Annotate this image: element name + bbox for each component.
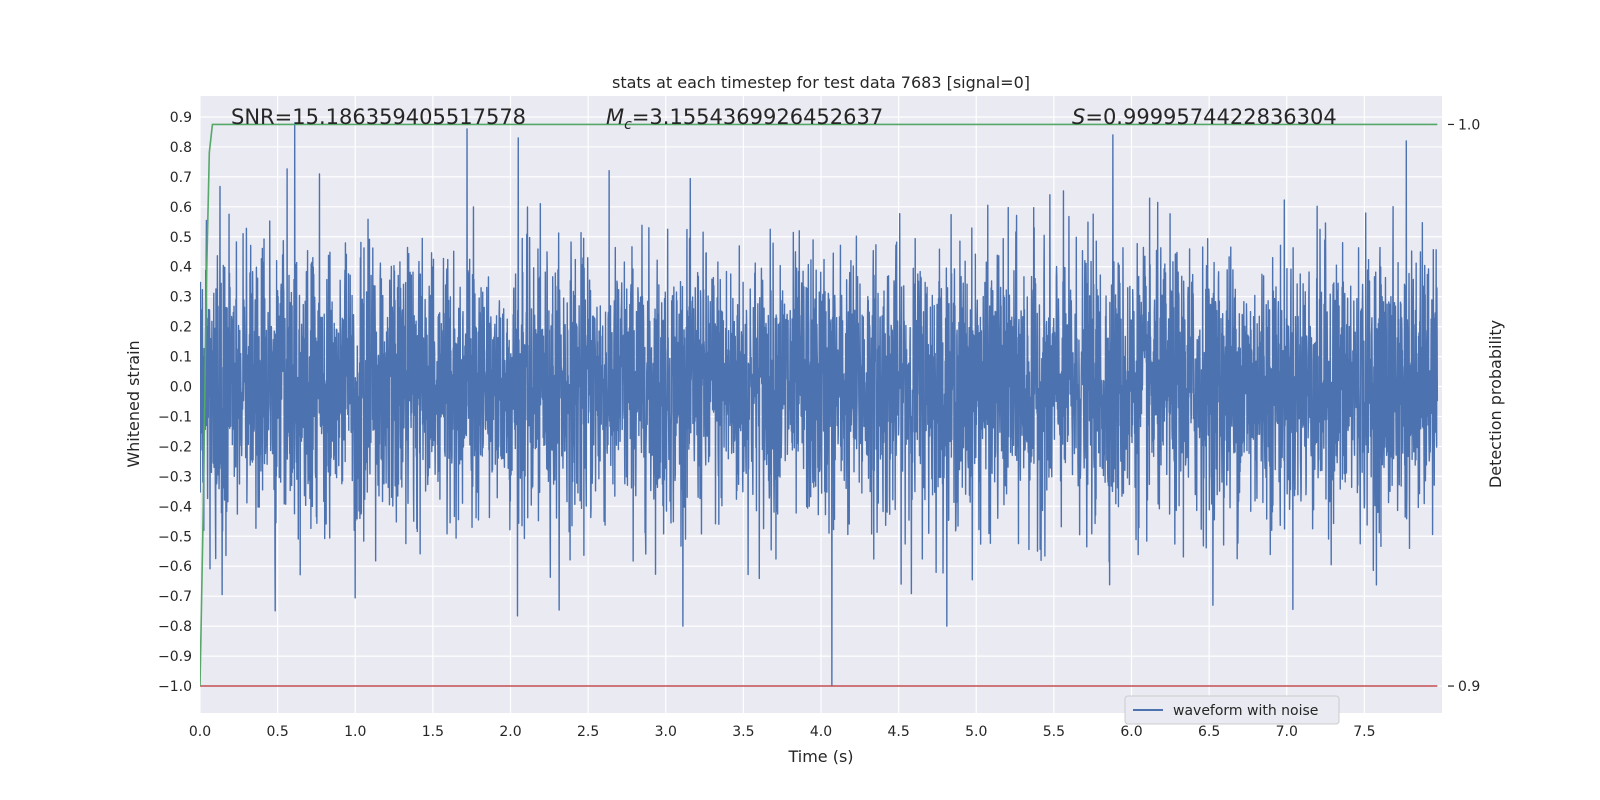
y-tick-label: −0.7 — [158, 589, 192, 605]
x-tick-label: 6.5 — [1198, 724, 1220, 740]
y-axis-label: Whitened strain — [124, 340, 143, 467]
s-value: =0.9999574422836304 — [1085, 105, 1336, 129]
y-tick-label: 0.9 — [170, 110, 192, 126]
y-tick-label: 0.2 — [170, 320, 192, 336]
x-tick-label: 4.0 — [810, 724, 832, 740]
x-tick-label: 0.5 — [266, 724, 288, 740]
x-tick-label: 4.5 — [887, 724, 909, 740]
y-tick-label: 0.8 — [170, 140, 192, 156]
y-tick-label: −0.8 — [158, 619, 192, 635]
right-axis-ticks: 1.0 0.9 — [1448, 117, 1480, 695]
y-tick-label: 0.5 — [170, 230, 192, 246]
x-tick-label: 2.5 — [577, 724, 599, 740]
y-axis-ticks: 0.9 0.8 0.7 0.6 0.5 0.4 0.3 0.2 0.1 0.0 −0.1 −0.2 −0… — [158, 110, 192, 695]
chirp-mass-symbol: M — [606, 105, 624, 129]
x-tick-label: 5.5 — [1043, 724, 1065, 740]
y-tick-label: −0.2 — [158, 439, 192, 455]
x-tick-label: 7.0 — [1276, 724, 1298, 740]
chart-title: stats at each timestep for test data 768… — [612, 73, 1030, 92]
y-tick-label: −0.4 — [158, 499, 192, 515]
right-axis-tick-label: 1.0 — [1458, 117, 1480, 133]
x-tick-label: 2.0 — [499, 724, 521, 740]
x-tick-label: 1.5 — [422, 724, 444, 740]
series-waveform-with-noise — [200, 122, 1439, 687]
s-annotation: S=0.9999574422836304 — [1072, 105, 1337, 129]
chirp-mass-subscript: c — [624, 117, 632, 133]
y-tick-label: 0.1 — [170, 350, 192, 366]
x-tick-label: 1.0 — [344, 724, 366, 740]
y-tick-label: −0.1 — [158, 409, 192, 425]
x-tick-label: 3.5 — [732, 724, 754, 740]
y-tick-label: −1.0 — [158, 679, 192, 695]
chirp-mass-value: =3.1554369926452637 — [632, 105, 883, 129]
y-tick-label: −0.6 — [158, 559, 192, 575]
chirp-mass-annotation: Mc=3.1554369926452637 — [606, 105, 883, 133]
right-axis-tick-label: 0.9 — [1458, 679, 1480, 695]
x-tick-label: 7.5 — [1353, 724, 1375, 740]
right-axis-label: Detection probability — [1486, 320, 1505, 488]
y-tick-label: −0.3 — [158, 469, 192, 485]
series-layer — [200, 122, 1439, 687]
snr-annotation: SNR=15.186359405517578 — [231, 105, 526, 129]
x-tick-label: 3.0 — [655, 724, 677, 740]
legend-label: waveform with noise — [1173, 703, 1318, 719]
s-symbol: S — [1072, 105, 1085, 129]
y-tick-label: 0.3 — [170, 290, 192, 306]
legend-box — [1124, 695, 1340, 725]
x-tick-label: 0.0 — [189, 724, 211, 740]
x-tick-label: 5.0 — [965, 724, 987, 740]
y-tick-label: 0.7 — [170, 170, 192, 186]
x-axis-ticks: 0.0 0.5 1.0 1.5 2.0 2.5 3.0 3.5 4.0 4.5 5.0 5.5 6.0 6… — [189, 724, 1376, 740]
series-detection-probability — [200, 123, 1438, 687]
y-tick-label: −0.5 — [158, 529, 192, 545]
x-axis-label: Time (s) — [787, 747, 853, 766]
y-tick-label: 0.4 — [170, 260, 192, 276]
legend: waveform with noise — [1124, 695, 1340, 725]
y-tick-label: −0.9 — [158, 649, 192, 665]
y-tick-label: 0.6 — [170, 200, 192, 216]
x-tick-label: 6.0 — [1120, 724, 1142, 740]
y-tick-label: 0.0 — [170, 380, 192, 396]
